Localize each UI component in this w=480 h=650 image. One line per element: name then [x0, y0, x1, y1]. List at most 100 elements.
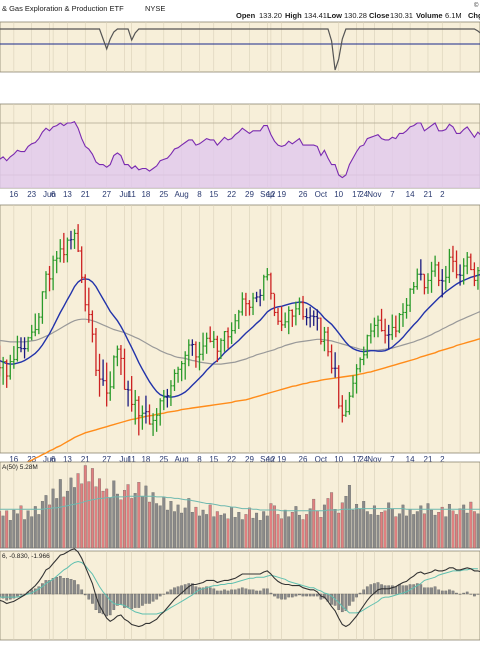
volume-bar	[140, 496, 144, 549]
volume-bar	[337, 512, 341, 549]
price-bar	[312, 310, 316, 326]
price-bar	[187, 339, 191, 367]
volume-bar	[269, 503, 273, 549]
price-bar	[112, 355, 116, 389]
price-bar	[287, 306, 291, 335]
macd-histogram-bar	[173, 587, 176, 595]
macd-histogram-bar	[437, 589, 441, 595]
date-tick-label: 24	[359, 190, 368, 199]
volume-bar	[55, 498, 59, 549]
price-bar	[322, 326, 327, 352]
price-bar	[329, 344, 334, 374]
macd-histogram-bar	[155, 593, 159, 600]
price-bar	[165, 388, 169, 408]
price-bar	[394, 315, 398, 338]
price-bar	[404, 298, 409, 319]
price-bar	[397, 312, 402, 334]
volume-bar	[183, 507, 187, 549]
price-bar	[269, 272, 273, 300]
macd-histogram-bar	[344, 593, 348, 611]
macd-histogram-bar	[283, 593, 287, 600]
volume-bar	[0, 511, 2, 549]
price-bar	[105, 362, 109, 407]
macd-histogram-bar	[76, 584, 80, 595]
ma-long-line	[0, 310, 480, 365]
price-bar	[119, 345, 123, 375]
volume-bar	[422, 513, 426, 549]
macd-histogram-bar	[144, 593, 148, 604]
macd-histogram-bar	[215, 590, 219, 595]
price-bar	[101, 359, 105, 386]
macd-histogram-bar	[269, 592, 273, 595]
price-bar	[5, 359, 9, 388]
date-tick-label: Oct	[315, 190, 328, 199]
price-bar	[383, 318, 387, 344]
price-bar	[454, 250, 459, 279]
volume-ma-label: A(50) 5.28M	[2, 464, 38, 471]
volume-bar	[372, 505, 376, 549]
date-tick-label: 26	[299, 190, 308, 199]
price-bar	[429, 261, 434, 293]
macd-histogram-bar	[91, 593, 94, 604]
volume-bar	[15, 513, 19, 549]
macd-histogram-bar	[187, 583, 191, 595]
macd-histogram-bar	[430, 587, 433, 595]
macd-histogram-bar	[87, 593, 91, 600]
macd-histogram-bar	[194, 586, 198, 595]
macd-histogram-bar	[1, 593, 5, 599]
price-bar	[37, 312, 41, 335]
volume-bar	[390, 508, 394, 549]
price-bar	[226, 327, 230, 349]
volume-bar	[23, 519, 27, 549]
volume-bar	[201, 509, 205, 549]
macd-histogram-bar	[419, 584, 423, 595]
volume-bar	[297, 514, 301, 549]
macd-histogram-bar	[455, 592, 458, 595]
macd-histogram-bar	[48, 580, 51, 595]
macd-histogram-bar	[265, 588, 269, 595]
date-tick-label: Oct	[315, 455, 328, 464]
macd-histogram-bar	[473, 593, 476, 597]
volume-bar	[8, 520, 12, 549]
date-tick-label: 7	[390, 190, 395, 199]
macd-histogram-bar	[83, 593, 87, 596]
price-bar	[76, 224, 80, 253]
macd-histogram-bar	[208, 587, 212, 595]
volume-bar	[358, 509, 362, 549]
volume-bar	[19, 505, 23, 549]
volume-bar	[240, 519, 244, 549]
volume-bar	[233, 517, 237, 549]
macd-line	[0, 548, 480, 628]
price-bar	[265, 268, 269, 281]
macd-panel	[0, 550, 480, 641]
price-bar	[301, 295, 305, 320]
macd-histogram-bar	[355, 593, 358, 598]
volume-bar	[394, 516, 398, 549]
date-tick-label: 18	[141, 190, 150, 199]
macd-histogram-bar	[108, 593, 112, 616]
date-tick-label: 21	[424, 455, 433, 464]
ma-short-line	[0, 273, 480, 398]
macd-histogram-bar	[51, 578, 55, 595]
close-label: Close	[369, 11, 389, 20]
date-tick-label: 27	[102, 190, 111, 199]
macd-histogram-bar	[151, 593, 155, 602]
volume-bar	[262, 511, 266, 549]
price-bar	[401, 303, 405, 327]
date-tick-label: 12	[266, 455, 275, 464]
volume-bar	[280, 518, 284, 549]
macd-histogram-bar	[351, 593, 355, 602]
volume-bar	[415, 511, 419, 549]
price-bar	[19, 337, 23, 353]
macd-histogram-bar	[166, 591, 169, 595]
price-bar	[22, 337, 27, 359]
price-bar	[155, 408, 159, 432]
price-bar	[437, 261, 441, 287]
volume-bar	[215, 511, 219, 549]
macd-histogram-bar	[315, 593, 319, 597]
price-bar	[472, 262, 476, 287]
macd-histogram-bar	[191, 583, 194, 595]
macd-histogram-bar	[294, 593, 298, 597]
volume-bar	[76, 473, 80, 549]
